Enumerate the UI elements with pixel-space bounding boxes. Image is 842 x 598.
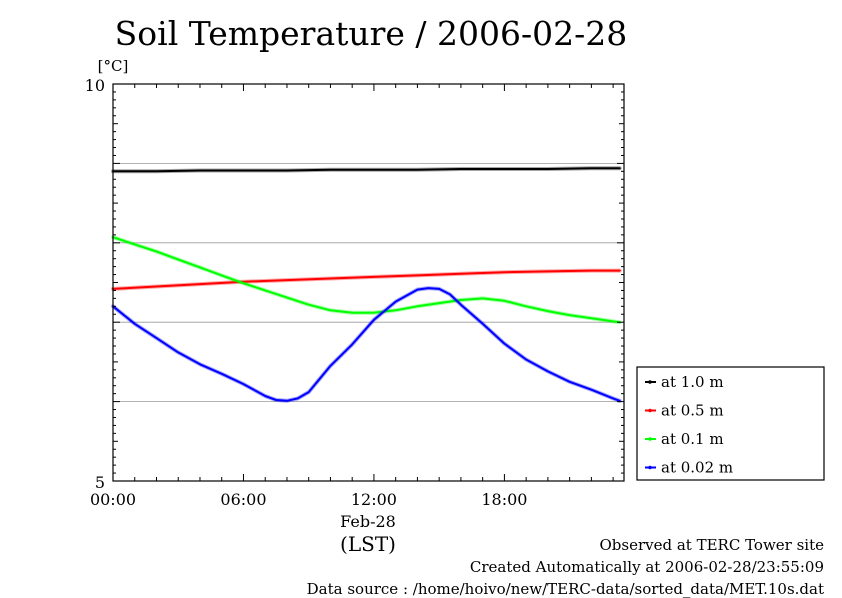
legend-label-2: at 0.1 m — [661, 430, 724, 448]
series-line-3 — [112, 287, 621, 402]
legend-label-0: at 1.0 m — [661, 373, 724, 391]
footer-site: Observed at TERC Tower site — [599, 536, 824, 554]
x-tick-label: 18:00 — [481, 490, 527, 509]
legend-marker-3 — [648, 465, 652, 470]
y-tick-label-top: 10 — [85, 76, 105, 95]
y-axis-label: [°C] — [98, 57, 129, 75]
chart-title: Soil Temperature / 2006-02-28 — [114, 14, 628, 53]
x-tick-label: 12:00 — [351, 490, 397, 509]
legend-marker-2 — [648, 437, 652, 441]
series-line-2 — [112, 236, 621, 324]
y-tick-label-bottom: 5 — [95, 473, 105, 492]
x-tick-label: 00:00 — [90, 490, 136, 509]
footer-source: Data source : /home/hoivo/new/TERC-data/… — [306, 580, 824, 598]
series-halo-3 — [111, 286, 622, 403]
x-tick-label: 06:00 — [220, 490, 266, 509]
legend-marker-1 — [648, 408, 652, 413]
legend-box — [636, 366, 825, 481]
legend-label-1: at 0.5 m — [661, 402, 724, 420]
legend-marker-0 — [648, 380, 652, 384]
series-line-0 — [112, 167, 621, 173]
series-line-1 — [112, 269, 621, 290]
footer-created: Created Automatically at 2006-02-28/23:5… — [469, 558, 824, 576]
plot-frame — [112, 83, 625, 482]
legend-label-3: at 0.02 m — [661, 459, 733, 477]
legend: at 1.0 m at 0.5 m at 0.1 m at 0.02 m — [636, 366, 825, 481]
x-axis-date: Feb-28 — [340, 512, 396, 531]
series-halo-1 — [111, 268, 622, 291]
x-axis-unit: (LST) — [340, 532, 396, 556]
